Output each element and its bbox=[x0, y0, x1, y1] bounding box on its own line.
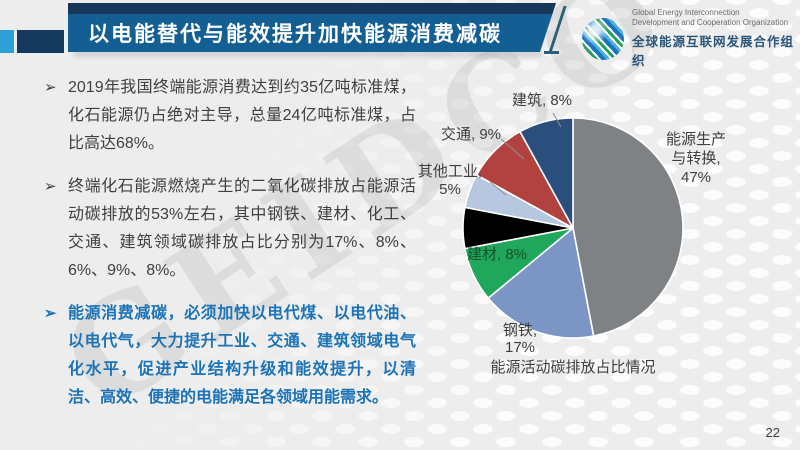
logo-name-en-line1: Global Energy Interconnection bbox=[632, 8, 740, 17]
pie-chart bbox=[462, 112, 684, 339]
pie-label-energy-production: 能源生产 与转换, 47% bbox=[648, 130, 744, 187]
logo-name-en-line2: Development and Cooperation Organization bbox=[632, 18, 789, 27]
pie-label-steel: 钢铁, 17% bbox=[492, 322, 548, 356]
title-bar-top-strip bbox=[68, 3, 556, 14]
pie-slice-7 bbox=[519, 117, 574, 229]
bullet-arrow-icon: ➢ bbox=[44, 79, 57, 96]
pie-leader-line-2 bbox=[500, 138, 525, 160]
globe-icon bbox=[579, 14, 627, 63]
pie-label-building: 建筑, 8% bbox=[512, 92, 573, 109]
pie-label-energy-line1: 能源生产 bbox=[665, 131, 726, 148]
logo-text-block: Global Energy Interconnection Developmen… bbox=[632, 8, 800, 69]
pie-label-other-industry: 其他工业, 5% bbox=[410, 163, 490, 199]
bullet-text-1: 2019年我国终端能源消费达到约35亿吨标准煤，化石能源仍占绝对主导，总量24亿… bbox=[68, 79, 416, 152]
pie-label-energy-line3: 47% bbox=[680, 169, 712, 186]
bullet-text-2: 终端化石能源燃烧产生的二氧化碳排放占能源活动碳排放的53%左右，其中钢铁、建材、… bbox=[68, 178, 416, 279]
organization-logo: Global Energy Interconnection Developmen… bbox=[579, 8, 800, 69]
bullet-item-3: ➢ 能源消费减碳，必须加快以电代煤、以电代油、以电代气，大力提升工业、交通、建筑… bbox=[44, 300, 416, 412]
bullet-list: ➢ 2019年我国终端能源消费达到约35亿吨标准煤，化石能源仍占绝对主导，总量2… bbox=[44, 74, 416, 427]
pie-label-energy-line2: 与转换, bbox=[671, 150, 721, 167]
page-number: 22 bbox=[765, 425, 780, 440]
title-bar-shadow bbox=[74, 52, 542, 58]
logo-name-zh: 全球能源互联网发展合作组织 bbox=[632, 35, 795, 68]
bullet-arrow-icon: ➢ bbox=[44, 178, 57, 195]
pie-slice-2 bbox=[487, 227, 595, 339]
title-bar: 以电能替代与能效提升加快能源消费减碳 bbox=[68, 3, 556, 52]
pie-label-cement: 建材, 8% bbox=[467, 246, 528, 263]
chart-caption: 能源活动碳排放占比情况 bbox=[490, 359, 656, 376]
header-accent-navy bbox=[17, 30, 64, 53]
pie-leader-line-3 bbox=[489, 181, 507, 196]
pie-label-steel-line2: 17% bbox=[504, 339, 536, 356]
pie-slice-1 bbox=[572, 117, 684, 337]
bullet-arrow-icon: ➢ bbox=[44, 305, 57, 322]
title-bar-main: 以电能替代与能效提升加快能源消费减碳 bbox=[68, 14, 556, 52]
slide-title: 以电能替代与能效提升加快能源消费减碳 bbox=[88, 23, 502, 46]
pie-label-steel-line1: 钢铁, bbox=[502, 322, 538, 339]
pie-label-transport: 交通, 9% bbox=[441, 126, 502, 143]
slash-decoration-base bbox=[544, 51, 559, 54]
pie-leader-line-1 bbox=[552, 112, 562, 128]
pie-label-other-industry-line2: 5% bbox=[439, 181, 461, 198]
bullet-text-3: 能源消费减碳，必须加快以电代煤、以电代油、以电代气，大力提升工业、交通、建筑领域… bbox=[68, 305, 416, 406]
bullet-item-1: ➢ 2019年我国终端能源消费达到约35亿吨标准煤，化石能源仍占绝对主导，总量2… bbox=[44, 74, 416, 158]
pie-label-other-industry-line1: 其他工业, bbox=[417, 163, 483, 180]
header-accent-lightblue bbox=[0, 30, 14, 53]
bullet-item-2: ➢ 终端化石能源燃烧产生的二氧化碳排放占能源活动碳排放的53%左右，其中钢铁、建… bbox=[44, 173, 416, 285]
